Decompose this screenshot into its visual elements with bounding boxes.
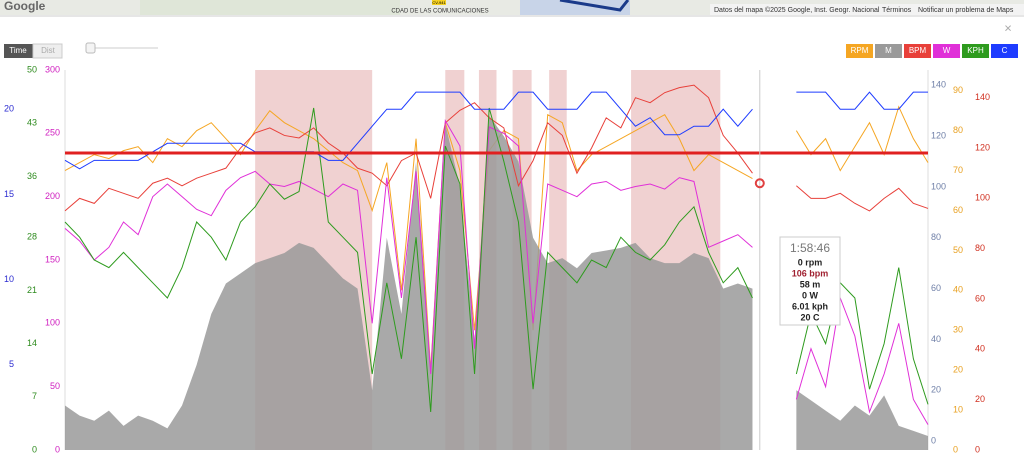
y-tick-label: 120 <box>931 130 946 140</box>
map-road <box>559 0 630 12</box>
legend-button[interactable] <box>846 44 873 58</box>
line <box>64 105 929 371</box>
y-tick-label: 140 <box>931 80 946 90</box>
legend-button[interactable] <box>875 44 902 58</box>
legend-label: RPM <box>851 46 869 55</box>
legend-label: BPM <box>909 46 927 55</box>
tooltip <box>779 236 841 326</box>
tooltip-time: 1:58:46 <box>790 241 830 255</box>
area <box>65 115 928 451</box>
y-tick-label: 0 <box>975 444 980 454</box>
legend-label: M <box>885 46 892 55</box>
legend-label: W <box>943 46 951 55</box>
legend-label: KPH <box>967 46 984 55</box>
tooltip-row: 6.01 kph <box>792 301 828 311</box>
legend-button[interactable] <box>904 44 931 58</box>
y-tick-label: 28 <box>27 232 37 242</box>
y-tick-label: 100 <box>931 181 946 191</box>
map-logo: Google <box>4 0 46 13</box>
y-tick-label: 15 <box>4 189 14 199</box>
legend-button[interactable] <box>962 44 989 58</box>
close-button[interactable]: × <box>1004 20 1012 35</box>
y-tick-label: 150 <box>45 254 60 264</box>
y-tick-label: 100 <box>45 318 60 328</box>
tooltip-row: 106 bpm <box>792 268 829 278</box>
map-area <box>520 0 630 15</box>
y-tick-label: 80 <box>953 125 963 135</box>
y-tick-label: 250 <box>45 128 60 138</box>
y-tick-label: 20 <box>931 385 941 395</box>
y-tick-label: 5 <box>9 359 14 369</box>
line <box>64 84 929 212</box>
y-tick-label: 20 <box>953 365 963 375</box>
y-tick-label: 80 <box>931 232 941 242</box>
map-terms[interactable]: Términos <box>882 7 912 14</box>
y-tick-label: 0 <box>32 444 37 454</box>
y-tick-label: 10 <box>4 274 14 284</box>
y-tick-label: 0 <box>953 444 958 454</box>
y-tick-label: 60 <box>975 293 985 303</box>
y-tick-label: 20 <box>975 394 985 404</box>
y-tick-label: 30 <box>953 325 963 335</box>
map-credits: Datos del mapa ©2025 Google, Inst. Geogr… <box>714 6 880 14</box>
y-tick-label: 36 <box>27 171 37 181</box>
y-tick-label: 43 <box>27 118 37 128</box>
line <box>64 118 929 425</box>
tooltip-row: 0 rpm <box>798 257 823 267</box>
y-tick-label: 60 <box>931 283 941 293</box>
cursor-marker <box>754 178 765 189</box>
y-tick-label: 50 <box>27 64 37 74</box>
map-report[interactable]: Notificar un problema de Maps <box>918 7 1014 14</box>
y-tick-label: 40 <box>975 344 985 354</box>
line <box>64 107 929 413</box>
y-tick-label: 0 <box>55 444 60 454</box>
road-label: CV-941 <box>432 0 446 5</box>
y-tick-label: 300 <box>45 64 60 74</box>
y-tick-label: 10 <box>953 404 963 414</box>
y-tick-label: 200 <box>45 191 60 201</box>
y-tick-label: 90 <box>953 85 963 95</box>
time-label: Time <box>9 46 27 55</box>
map-footer <box>710 4 1024 15</box>
road-badge <box>432 0 446 5</box>
dist-button[interactable] <box>32 43 63 59</box>
y-tick-label: 40 <box>931 334 941 344</box>
legend-button[interactable] <box>991 44 1018 58</box>
legend-button[interactable] <box>933 44 960 58</box>
map-area <box>140 0 400 15</box>
slider-handle[interactable] <box>85 42 96 54</box>
y-tick-label: 140 <box>975 92 990 102</box>
tooltip-row: 20 C <box>800 312 820 322</box>
legend-label: C <box>1002 46 1008 55</box>
y-tick-label: 0 <box>931 435 936 445</box>
dist-label: Dist <box>41 46 56 55</box>
y-tick-label: 14 <box>27 338 37 348</box>
y-tick-label: 60 <box>953 205 963 215</box>
y-tick-label: 21 <box>27 285 37 295</box>
y-tick-label: 20 <box>4 104 14 114</box>
tooltip-row: 0 W <box>802 290 819 300</box>
y-tick-label: 80 <box>975 243 985 253</box>
y-tick-label: 50 <box>953 245 963 255</box>
line <box>64 91 928 170</box>
y-tick-label: 7 <box>32 391 37 401</box>
y-tick-label: 100 <box>975 193 990 203</box>
map-label: CDAD DE LAS COMUNICACIONES <box>391 9 488 15</box>
y-tick-label: 120 <box>975 142 990 152</box>
y-tick-label: 40 <box>953 285 963 295</box>
time-button[interactable] <box>4 44 33 58</box>
y-tick-label: 70 <box>953 165 963 175</box>
y-tick-label: 50 <box>50 381 60 391</box>
tooltip-row: 58 m <box>800 279 821 289</box>
